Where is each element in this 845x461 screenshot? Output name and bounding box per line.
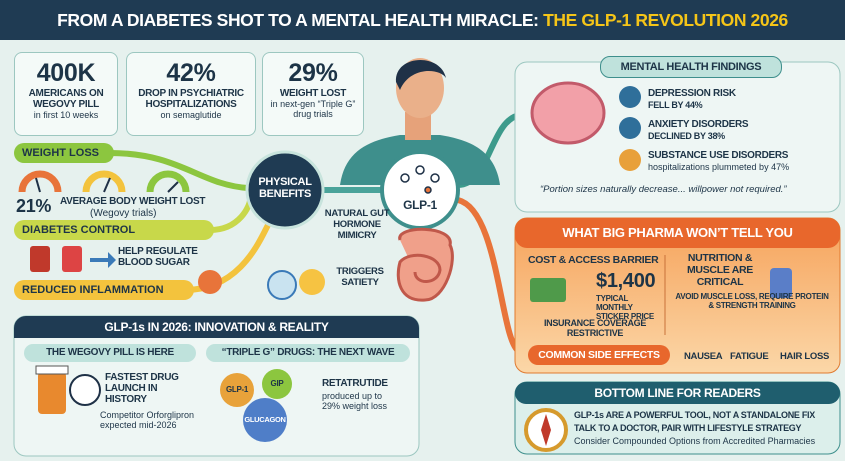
stat-value: 400K — [36, 59, 96, 87]
title: FROM A DIABETES SHOT TO A MENTAL HEALTH … — [57, 10, 544, 30]
inflammation-tag: REDUCED INFLAMMATION — [14, 280, 194, 300]
satiety-label: TRIGGERS SATIETY — [336, 266, 384, 288]
stat-value: 29% — [288, 59, 338, 87]
stat-card: 42% DROP IN PSYCHIATRIC HOSPITALIZATIONS… — [126, 52, 256, 136]
finding-title: DEPRESSION RISK — [648, 88, 736, 99]
stat-note: on semaglutide — [160, 110, 222, 120]
glp1-hub: GLP-1 — [403, 198, 437, 212]
header: FROM A DIABETES SHOT TO A MENTAL HEALTH … — [0, 0, 845, 40]
cost-title: COST & ACCESS BARRIER — [528, 254, 659, 266]
finding-detail: FELL BY 44% — [648, 100, 703, 110]
pill-title: THE WEGOVY PILL IS HERE — [24, 344, 196, 362]
pill-note: Competitor Orforglipron expected mid-202… — [100, 410, 195, 430]
price-label: TYPICAL MONTHLY STICKER PRICE — [596, 294, 654, 321]
gear-label: GLUCAGON — [244, 415, 286, 424]
finding-detail: hospitalizations plummeted by 47% — [648, 162, 790, 172]
price: $1,400 — [596, 270, 656, 292]
bottom-line-text: Consider Compounded Options from Accredi… — [574, 436, 816, 446]
side-effect: FATIGUE — [730, 351, 769, 362]
bottom-line-title: BOTTOM LINE FOR READERS — [594, 386, 761, 400]
mimicry-label: NATURAL GUT HORMONE MIMICRY — [324, 208, 390, 241]
stat-card: 400K AMERICANS ON WEGOVY PILL in first 1… — [14, 52, 118, 136]
finding-title: ANXIETY DISORDERS — [648, 119, 749, 130]
finding-title: SUBSTANCE USE DISORDERS — [648, 150, 789, 161]
innovation-title: GLP-1s IN 2026: INNOVATION & REALITY — [14, 316, 419, 338]
weight-loss-value: 21% — [16, 196, 52, 216]
nutrition-title: NUTRITION & MUSCLE ARE CRITICAL — [686, 252, 754, 288]
stat-value: 42% — [166, 59, 216, 87]
finding-detail: DECLINED BY 38% — [648, 131, 725, 141]
bottom-line-text: TALK TO A DOCTOR, PAIR WITH LIFESTYLE ST… — [574, 423, 802, 433]
gear-label: GLP-1 — [225, 385, 249, 394]
drug-name: RETATRUTIDE — [322, 378, 388, 389]
stat-label: AMERICANS ON WEGOVY PILL — [28, 88, 104, 110]
side-effects-title: COMMON SIDE EFFECTS — [528, 345, 670, 365]
stat-label: WEIGHT LOST — [279, 88, 347, 99]
drug-note: produced up to 29% weight loss — [322, 391, 388, 411]
nutrition-detail: AVOID MUSCLE LOSS, REQUIRE PROTEIN & STR… — [675, 292, 829, 310]
mental-title: MENTAL HEALTH FINDINGS — [600, 56, 782, 78]
diabetes-tag: DIABETES CONTROL — [14, 220, 214, 240]
weight-loss-tag: WEIGHT LOSS — [14, 143, 114, 163]
weight-loss-note: (Wegovy trials) — [90, 208, 157, 219]
stat-card: 29% WEIGHT LOST in next-gen “Triple G” d… — [262, 52, 364, 136]
bottom-line-text: GLP-1s ARE A POWERFUL TOOL, NOT A STANDA… — [574, 410, 815, 420]
stat-note: in first 10 weeks — [33, 110, 99, 120]
side-effect: HAIR LOSS — [780, 351, 830, 362]
stat-label: DROP IN PSYCHIATRIC HOSPITALIZATIONS — [138, 88, 244, 110]
pharma-title: WHAT BIG PHARMA WON’T TELL YOU — [562, 225, 793, 240]
physical-hub: PHYSICAL BENEFITS — [258, 176, 312, 200]
quote: “Portion sizes naturally decrease... wil… — [540, 184, 787, 195]
pill-headline: FASTEST DRUG LAUNCH IN HISTORY — [105, 372, 179, 405]
side-effect: NAUSEA — [684, 351, 723, 362]
weight-loss-label: AVERAGE BODY WEIGHT LOST — [60, 196, 206, 207]
title-highlight: THE GLP-1 REVOLUTION 2026 — [543, 10, 788, 30]
gear-label: GIP — [270, 379, 284, 388]
stat-note: in next-gen “Triple G” drug trials — [270, 99, 356, 119]
insurance: INSURANCE COVERAGE RESTRICTIVE — [543, 318, 647, 338]
triple-g-title: “TRIPLE G” DRUGS: THE NEXT WAVE — [206, 344, 410, 362]
diabetes-label: HELP REGULATE BLOOD SUGAR — [118, 246, 198, 268]
